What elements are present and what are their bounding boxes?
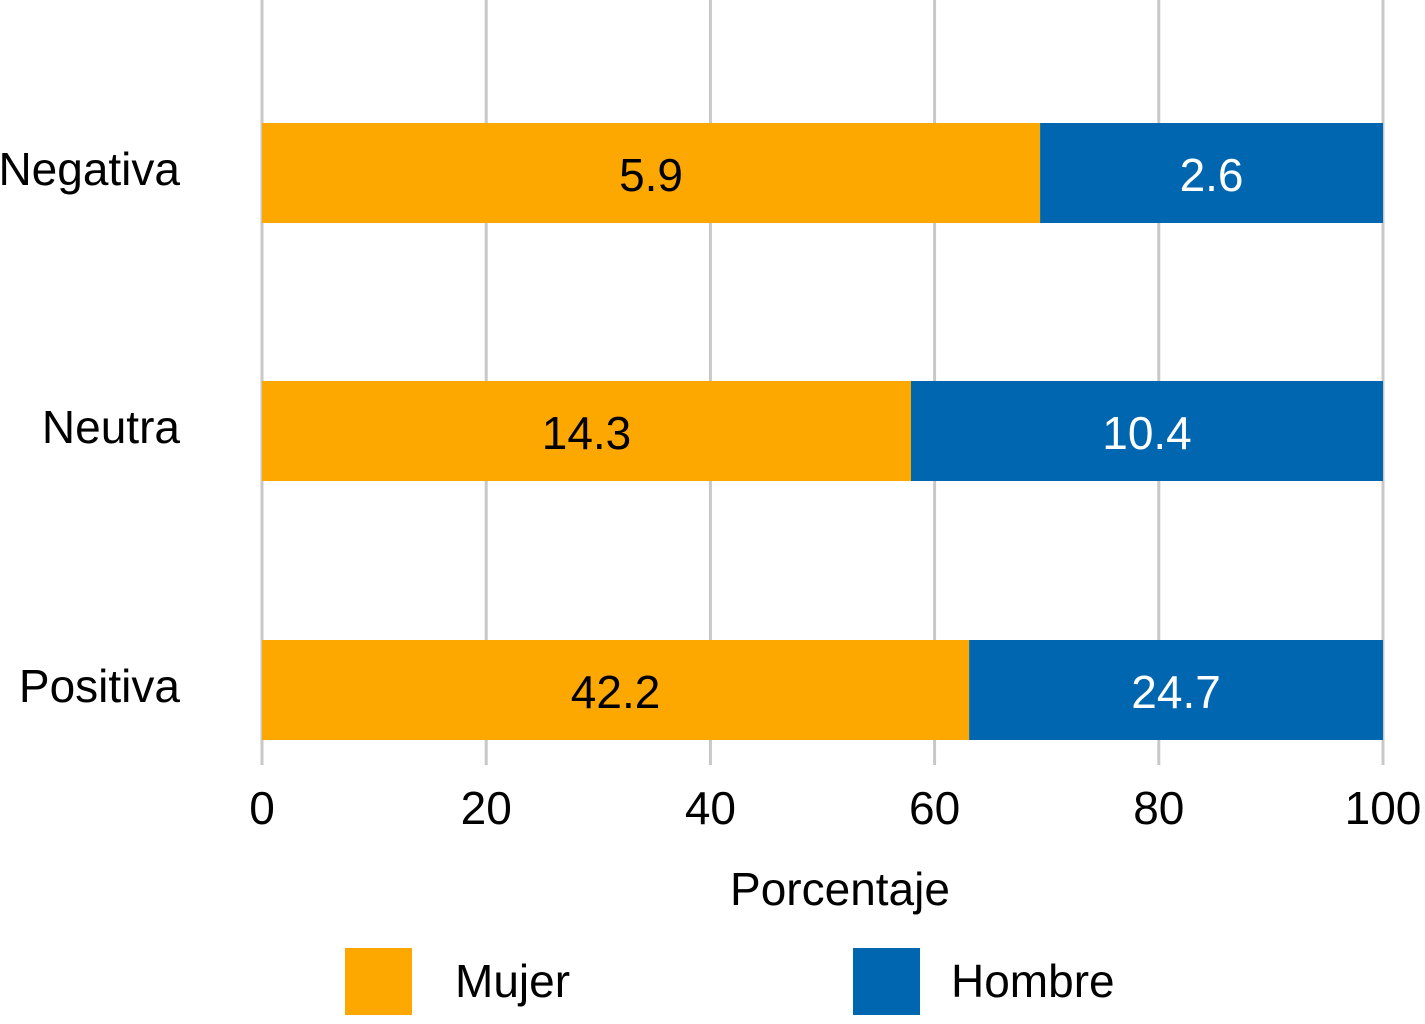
- bar: [262, 123, 1041, 223]
- data-label: 5.9: [619, 149, 683, 201]
- bar: [262, 640, 970, 740]
- legend-label: Mujer: [455, 955, 570, 1007]
- data-label: 2.6: [1180, 149, 1244, 201]
- data-label: 42.2: [571, 666, 661, 718]
- bar: [969, 640, 1383, 740]
- bar: [1040, 123, 1383, 223]
- y-tick-label: Positiva: [19, 660, 180, 712]
- x-axis-title: Porcentaje: [730, 863, 950, 915]
- data-label: 10.4: [1102, 407, 1192, 459]
- legend-label: Hombre: [951, 955, 1115, 1007]
- data-label: 24.7: [1131, 666, 1221, 718]
- x-tick-label: 80: [1133, 782, 1184, 834]
- bar: [262, 381, 911, 481]
- x-tick-label: 20: [461, 782, 512, 834]
- legend-swatch: [853, 948, 920, 1015]
- x-tick-label: 60: [909, 782, 960, 834]
- y-tick-label: Negativa: [0, 143, 180, 195]
- data-label: 14.3: [542, 407, 632, 459]
- x-tick-label: 40: [685, 782, 736, 834]
- legend-swatch: [345, 948, 412, 1015]
- x-tick-label: 0: [249, 782, 275, 834]
- x-tick-label: 100: [1345, 782, 1422, 834]
- y-tick-label: Neutra: [42, 401, 180, 453]
- bar: [911, 381, 1383, 481]
